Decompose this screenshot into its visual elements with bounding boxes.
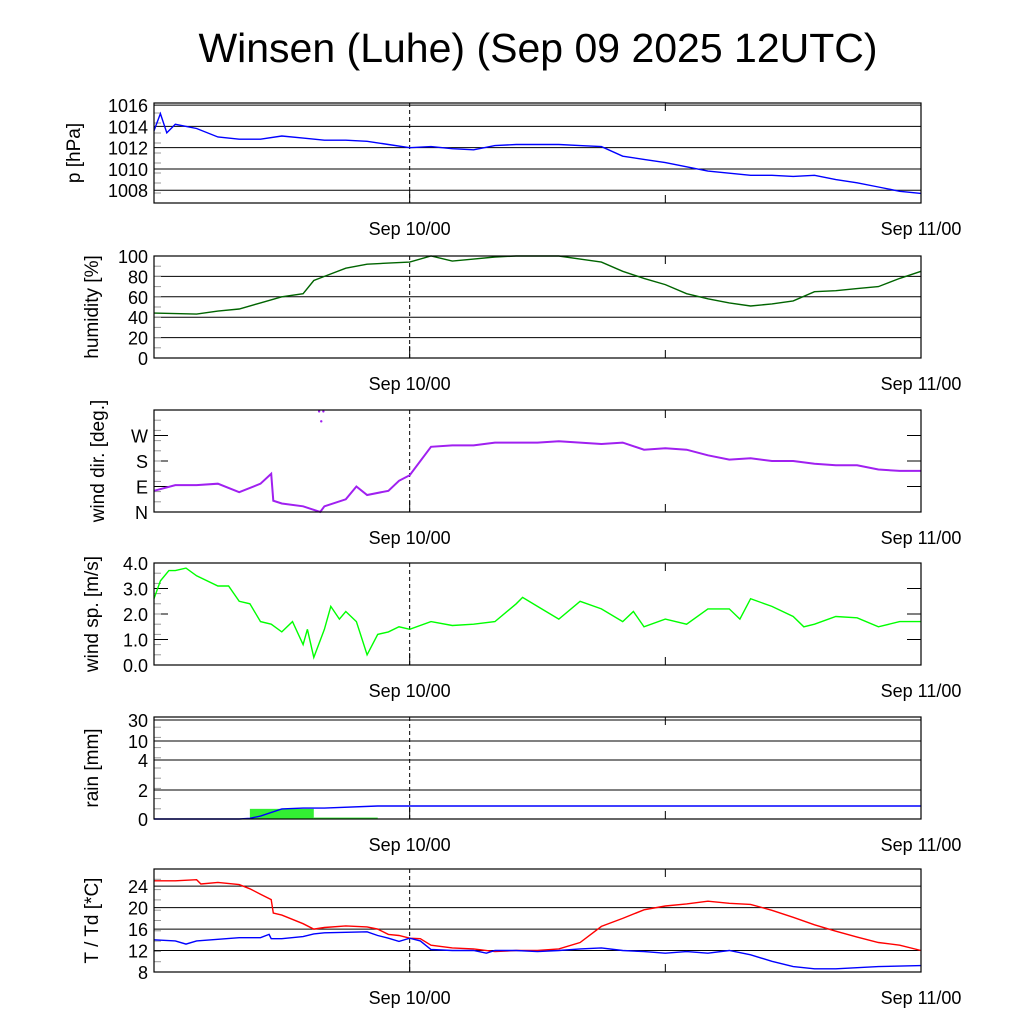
y-tick-label: 4.0 <box>123 554 148 574</box>
y-tick-label: 4 <box>138 751 148 771</box>
y-axis-label: p [hPa] <box>64 123 85 183</box>
y-tick-label: 20 <box>128 329 148 349</box>
x-tick-label: Sep 11/00 <box>881 528 962 548</box>
y-tick-label: 1008 <box>108 181 148 201</box>
y-tick-label: 0.0 <box>123 656 148 676</box>
chart-title: Winsen (Luhe) (Sep 09 2025 12UTC) <box>198 25 877 71</box>
y-axis-label: humidity [%] <box>82 255 103 358</box>
y-tick-label: 100 <box>118 247 148 267</box>
x-tick-label: Sep 10/00 <box>369 219 451 239</box>
series-wind-speed <box>153 567 921 660</box>
y-tick-label: 1014 <box>108 117 148 137</box>
rain-bar <box>249 808 314 819</box>
y-tick-label: N <box>135 503 148 523</box>
y-tick-label: 1.0 <box>123 631 148 651</box>
y-tick-label: 60 <box>128 288 148 308</box>
y-tick-label: 3.0 <box>123 580 148 600</box>
panel-wind_speed: 0.0 1.0 2.0 3.0 4.0 wind sp. [m/s] Sep 10/00 Se… <box>82 554 961 701</box>
y-tick-label: 10 <box>128 732 148 752</box>
y-tick-label: 20 <box>128 899 148 919</box>
rain-bar <box>313 817 378 819</box>
x-tick-label: Sep 10/00 <box>369 528 451 548</box>
data-point <box>317 410 321 413</box>
x-tick-label: Sep 10/00 <box>369 681 451 701</box>
y-tick-label: 16 <box>128 920 148 940</box>
y-axis-label: T / Td [*C] <box>82 878 103 964</box>
y-tick-label: W <box>131 427 148 447</box>
y-tick-label: 80 <box>128 267 148 287</box>
data-point <box>320 420 323 423</box>
plot-frame <box>153 716 922 820</box>
y-tick-label: 40 <box>128 308 148 328</box>
y-tick-label: 12 <box>128 942 148 962</box>
plot-frame <box>153 562 922 666</box>
y-tick-label: 30 <box>128 711 148 731</box>
series-pressure <box>153 111 922 195</box>
y-tick-label: 24 <box>128 877 148 897</box>
series-td <box>153 931 922 970</box>
x-tick-label: Sep 10/00 <box>369 374 451 394</box>
x-tick-label: Sep 10/00 <box>369 988 451 1008</box>
y-axis-label: wind sp. [m/s] <box>82 556 103 673</box>
y-tick-label: 0 <box>138 810 148 830</box>
series-wind-direction <box>153 440 921 514</box>
y-tick-label: 1010 <box>108 160 148 180</box>
x-tick-label: Sep 11/00 <box>881 219 962 239</box>
data-point <box>322 410 325 413</box>
x-tick-label: Sep 10/00 <box>369 835 451 855</box>
x-tick-label: Sep 11/00 <box>881 835 962 855</box>
plot-frame <box>153 409 922 513</box>
plot-frame <box>153 102 922 204</box>
plot-frame <box>153 255 922 359</box>
y-tick-label: E <box>136 478 148 498</box>
y-tick-label: 1012 <box>108 139 148 159</box>
y-tick-label: 1016 <box>108 96 148 116</box>
series-t <box>154 878 922 953</box>
y-tick-label: 2.0 <box>123 605 148 625</box>
x-tick-label: Sep 11/00 <box>881 681 962 701</box>
series-humidity <box>153 255 922 315</box>
y-tick-label: 0 <box>138 349 148 369</box>
y-axis-label: rain [mm] <box>82 728 103 807</box>
x-tick-label: Sep 11/00 <box>881 988 962 1008</box>
x-tick-label: Sep 11/00 <box>881 374 962 394</box>
y-tick-label: 8 <box>138 963 148 983</box>
y-axis-label: wind dir. [deg.] <box>88 400 109 524</box>
y-tick-label: S <box>136 452 148 472</box>
plot-frame <box>153 868 922 973</box>
y-tick-label: 2 <box>138 781 148 801</box>
